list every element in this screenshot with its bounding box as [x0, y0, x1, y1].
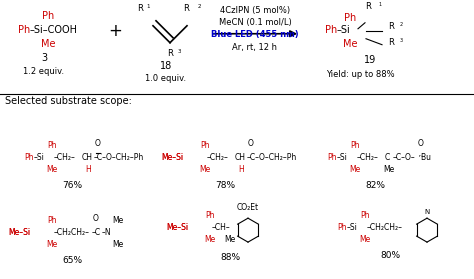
Text: –Si: –Si — [34, 153, 45, 162]
Text: H: H — [238, 165, 244, 174]
Text: Me: Me — [112, 240, 123, 249]
Text: Me: Me — [46, 165, 58, 174]
Text: H: H — [85, 165, 91, 174]
Text: 1.2 equiv.: 1.2 equiv. — [23, 67, 64, 76]
Text: Selected substrate scope:: Selected substrate scope: — [5, 95, 132, 105]
Text: –N: –N — [102, 228, 111, 237]
Text: 3: 3 — [41, 53, 47, 63]
Text: 76%: 76% — [62, 181, 82, 190]
Text: Blue LED (455 nm): Blue LED (455 nm) — [211, 30, 299, 39]
Text: 4CzIPN (5 mol%): 4CzIPN (5 mol%) — [220, 6, 290, 15]
Text: Me–Si: Me–Si — [8, 228, 30, 237]
Text: 88%: 88% — [220, 253, 240, 262]
Text: –Si: –Si — [337, 153, 348, 162]
Text: –Si: –Si — [337, 25, 351, 35]
Text: CH: CH — [82, 153, 93, 162]
Text: Yield: up to 88%: Yield: up to 88% — [326, 70, 394, 79]
Text: Me–Si: Me–Si — [161, 153, 183, 162]
Text: Me: Me — [46, 240, 58, 249]
Text: CO₂Et: CO₂Et — [237, 203, 259, 212]
Text: –Si: –Si — [347, 223, 358, 232]
Text: C: C — [385, 153, 390, 162]
Text: O: O — [95, 140, 101, 148]
Text: Me: Me — [204, 235, 216, 244]
Text: –CH₂–: –CH₂– — [357, 153, 379, 162]
Text: –CH₂CH₂–: –CH₂CH₂– — [54, 228, 90, 237]
Text: Ph: Ph — [47, 216, 57, 225]
Text: Ph: Ph — [325, 25, 337, 35]
Text: Ph: Ph — [42, 11, 54, 21]
Text: –C–O–: –C–O– — [393, 153, 416, 162]
Text: Ph: Ph — [205, 211, 215, 220]
Text: –C–O–CH₂–Ph: –C–O–CH₂–Ph — [247, 153, 297, 162]
Text: 1: 1 — [146, 4, 149, 9]
Text: Ph: Ph — [18, 25, 30, 35]
Text: Ph: Ph — [328, 153, 337, 162]
Text: 3: 3 — [400, 38, 403, 43]
Text: Me: Me — [359, 235, 371, 244]
Text: Ph: Ph — [47, 141, 57, 150]
Text: Ar, rt, 12 h: Ar, rt, 12 h — [233, 43, 277, 52]
Text: Me: Me — [112, 216, 123, 225]
Text: CH: CH — [235, 153, 246, 162]
Text: Me–Si: Me–Si — [166, 223, 188, 232]
Text: –CH₂–: –CH₂– — [54, 153, 76, 162]
Text: 80%: 80% — [380, 251, 400, 260]
Text: O: O — [418, 140, 424, 148]
Text: Me–Si: Me–Si — [8, 228, 30, 237]
Text: 2: 2 — [198, 4, 201, 9]
Text: 2: 2 — [400, 22, 403, 27]
Text: R: R — [183, 4, 189, 13]
Text: Me: Me — [200, 165, 210, 174]
Text: Ph: Ph — [25, 153, 34, 162]
Text: MeCN (0.1 mol/L): MeCN (0.1 mol/L) — [219, 18, 292, 27]
Text: Me: Me — [349, 165, 361, 174]
Text: Me–Si: Me–Si — [166, 223, 188, 232]
Text: R: R — [167, 49, 173, 58]
Text: –C: –C — [92, 228, 101, 237]
Text: Ph: Ph — [200, 141, 210, 150]
Text: R: R — [388, 38, 394, 47]
Text: 78%: 78% — [215, 181, 235, 190]
Text: Me: Me — [41, 39, 55, 49]
Text: 3: 3 — [178, 49, 182, 54]
Text: R: R — [137, 4, 143, 13]
Text: –C–O–CH₂–Ph: –C–O–CH₂–Ph — [94, 153, 144, 162]
Text: 19: 19 — [364, 55, 376, 65]
Text: O: O — [93, 214, 99, 223]
Text: –Si–COOH: –Si–COOH — [30, 25, 78, 35]
Text: Ph: Ph — [350, 141, 360, 150]
Text: 82%: 82% — [365, 181, 385, 190]
Text: R: R — [365, 2, 371, 11]
Text: Me: Me — [224, 235, 236, 244]
Text: 1: 1 — [378, 2, 381, 7]
Text: –CH–: –CH– — [212, 223, 231, 232]
Text: +: + — [108, 22, 122, 40]
Text: ⁿBu: ⁿBu — [419, 153, 432, 162]
Text: Me: Me — [383, 165, 395, 174]
Text: Me: Me — [343, 39, 357, 49]
Text: Me–Si: Me–Si — [161, 153, 183, 162]
Text: Ph: Ph — [344, 13, 356, 23]
Text: N: N — [424, 209, 429, 215]
Text: 65%: 65% — [62, 256, 82, 265]
Text: 1.0 equiv.: 1.0 equiv. — [146, 74, 187, 83]
Text: Ph: Ph — [360, 211, 370, 220]
Text: O: O — [248, 140, 254, 148]
Text: R: R — [388, 22, 394, 31]
Text: –CH₂–: –CH₂– — [207, 153, 229, 162]
Text: 18: 18 — [160, 61, 172, 71]
Text: –CH₂CH₂–: –CH₂CH₂– — [367, 223, 403, 232]
Text: Ph: Ph — [337, 223, 347, 232]
